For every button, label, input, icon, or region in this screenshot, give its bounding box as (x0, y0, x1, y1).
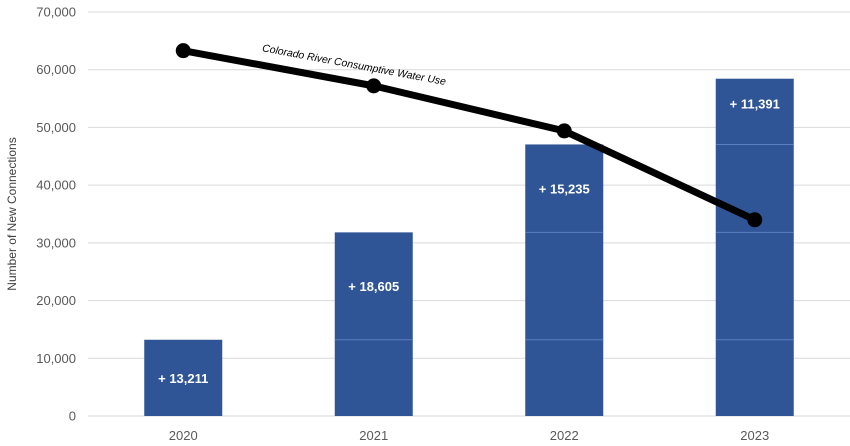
bar-segment (334, 232, 413, 340)
x-tick-label: 2021 (359, 428, 388, 443)
x-axis-ticks: 2020 2021 2022 2023 (169, 428, 769, 443)
line-path (179, 47, 759, 224)
bar-segment (525, 339, 604, 416)
bar-data-label: + 13,211 (158, 371, 208, 386)
bar-data-label: + 18,605 (348, 279, 399, 294)
bar-segment (525, 232, 604, 340)
y-tick-label: 20,000 (36, 293, 76, 308)
y-tick-label: 50,000 (36, 120, 76, 135)
y-tick-label: 60,000 (36, 62, 76, 77)
y-tick-label: 0 (69, 409, 76, 424)
line-marker (556, 123, 572, 139)
bar-labels: + 13,211 + 18,605 + 15,235 + 11,391 (158, 97, 780, 386)
consumptive-use-line (175, 43, 763, 228)
x-tick-label: 2020 (169, 428, 198, 443)
y-axis-title: Number of New Connections (5, 137, 19, 290)
bar-segment (715, 339, 794, 416)
line-marker (366, 78, 382, 94)
bar-segment (144, 339, 223, 416)
y-tick-label: 70,000 (36, 5, 76, 20)
y-tick-label: 40,000 (36, 178, 76, 193)
bars (144, 78, 794, 416)
bar-segment (715, 232, 794, 340)
bar-data-label: + 11,391 (730, 97, 780, 112)
line-marker (175, 43, 191, 59)
y-tick-label: 10,000 (36, 351, 76, 366)
bar-data-label: + 15,235 (539, 181, 590, 196)
line-marker (747, 212, 763, 228)
bar-segment (715, 78, 794, 145)
y-tick-label: 30,000 (36, 235, 76, 250)
bar-segment (334, 339, 413, 416)
y-axis-ticks: 0 10,000 20,000 30,000 40,000 50,000 60,000 70,… (36, 5, 76, 424)
bar-segment (525, 144, 604, 233)
x-tick-label: 2023 (740, 428, 769, 443)
x-tick-label: 2022 (550, 428, 579, 443)
